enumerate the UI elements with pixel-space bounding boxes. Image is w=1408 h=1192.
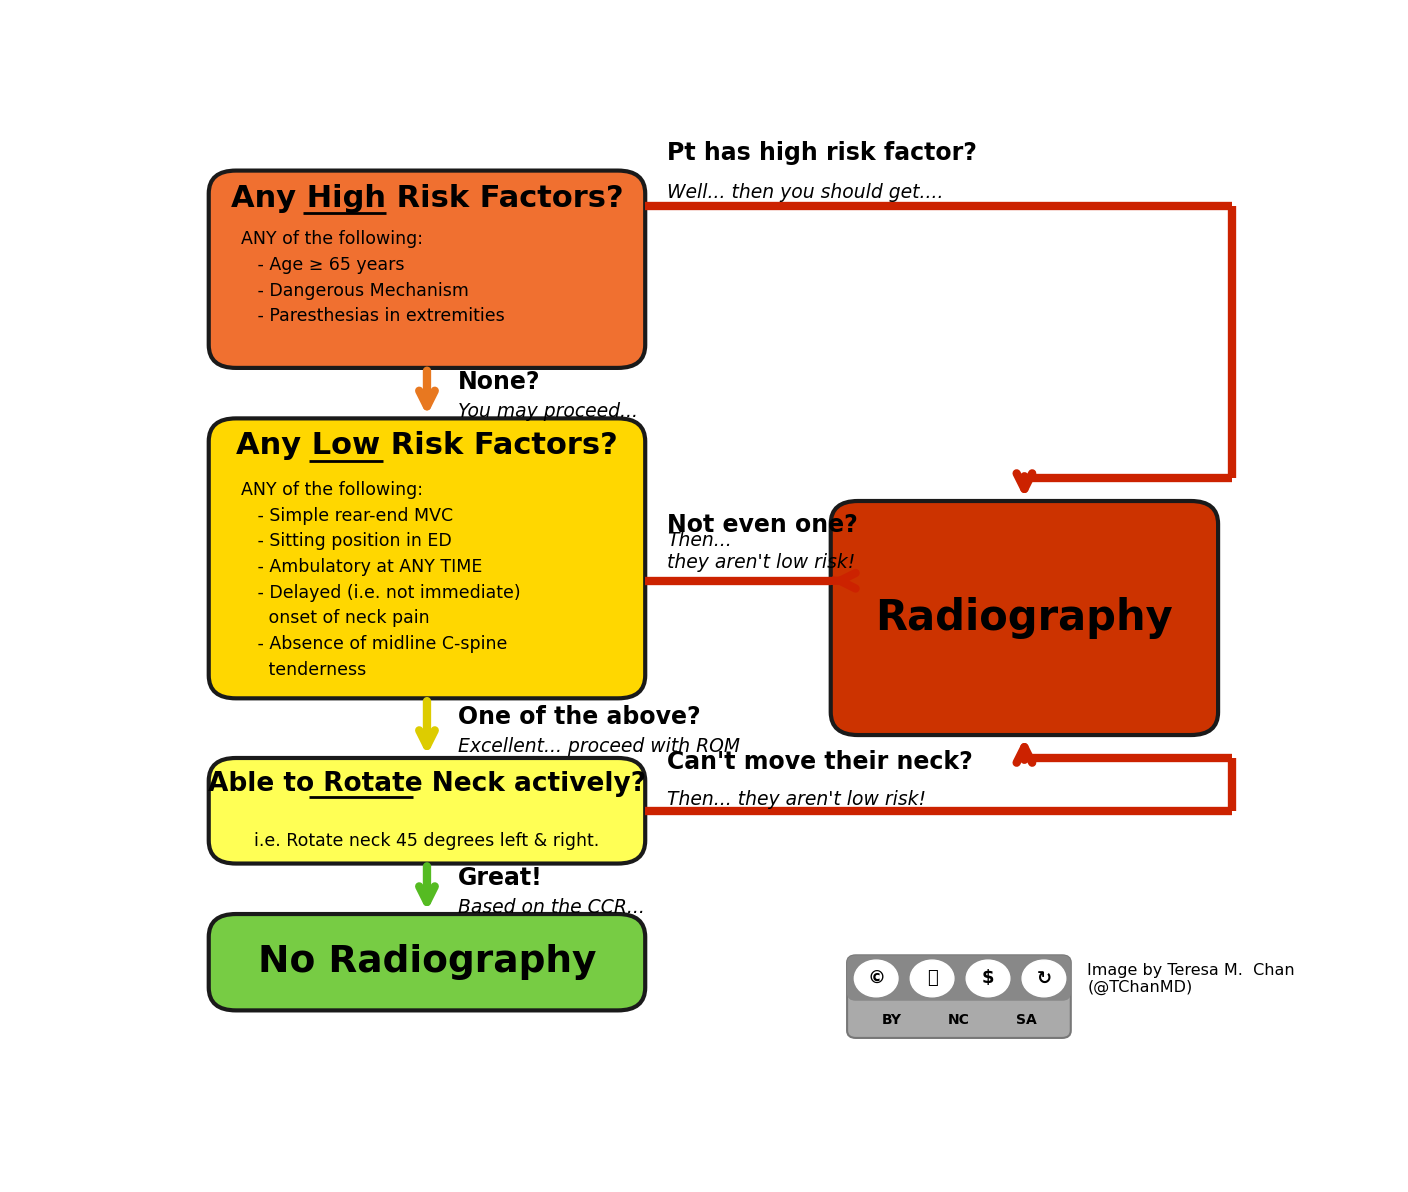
Text: Can't move their neck?: Can't move their neck? [667, 750, 973, 774]
Text: ANY of the following:
   - Simple rear-end MVC
   - Sitting position in ED
   - : ANY of the following: - Simple rear-end … [242, 480, 521, 678]
Text: ↻: ↻ [1036, 969, 1052, 987]
Circle shape [966, 960, 1010, 997]
Text: Any Low Risk Factors?: Any Low Risk Factors? [237, 432, 618, 460]
Circle shape [1022, 960, 1066, 997]
Text: You may proceed...: You may proceed... [458, 402, 638, 421]
Text: ©: © [867, 969, 886, 987]
Circle shape [855, 960, 898, 997]
Text: i.e. Rotate neck 45 degrees left & right.: i.e. Rotate neck 45 degrees left & right… [255, 832, 600, 850]
Circle shape [910, 960, 953, 997]
FancyBboxPatch shape [831, 501, 1218, 735]
Text: Not even one?: Not even one? [667, 513, 857, 536]
Text: Excellent... proceed with ROM: Excellent... proceed with ROM [458, 737, 739, 756]
FancyBboxPatch shape [208, 418, 645, 699]
Text: Pt has high risk factor?: Pt has high risk factor? [667, 141, 977, 164]
Text: Image by Teresa M.  Chan
(@TChanMD): Image by Teresa M. Chan (@TChanMD) [1087, 963, 1295, 995]
FancyBboxPatch shape [208, 914, 645, 1011]
FancyBboxPatch shape [848, 955, 1071, 1038]
Text: Great!: Great! [458, 865, 542, 889]
FancyBboxPatch shape [208, 170, 645, 368]
Text: NC: NC [948, 1013, 970, 1026]
Text: SA: SA [1015, 1013, 1036, 1026]
Text: BY: BY [881, 1013, 903, 1026]
Text: Based on the CCR...: Based on the CCR... [458, 898, 645, 917]
Text: Able to Rotate Neck actively?: Able to Rotate Neck actively? [208, 771, 646, 796]
Text: Radiography: Radiography [876, 597, 1173, 639]
Text: None?: None? [458, 371, 541, 395]
Text: No Radiography: No Radiography [258, 944, 596, 980]
Text: Well... then you should get....: Well... then you should get.... [667, 182, 943, 201]
Text: One of the above?: One of the above? [458, 706, 700, 730]
Text: Then... they aren't low risk!: Then... they aren't low risk! [667, 790, 926, 809]
Text: Then...
they aren't low risk!: Then... they aren't low risk! [667, 530, 855, 572]
Text: Any High Risk Factors?: Any High Risk Factors? [231, 184, 624, 212]
Text: $: $ [981, 969, 994, 987]
FancyBboxPatch shape [208, 758, 645, 863]
FancyBboxPatch shape [848, 955, 1071, 1001]
Text: ⓘ: ⓘ [926, 969, 938, 987]
Text: ANY of the following:
   - Age ≥ 65 years
   - Dangerous Mechanism
   - Paresthe: ANY of the following: - Age ≥ 65 years -… [242, 230, 505, 325]
